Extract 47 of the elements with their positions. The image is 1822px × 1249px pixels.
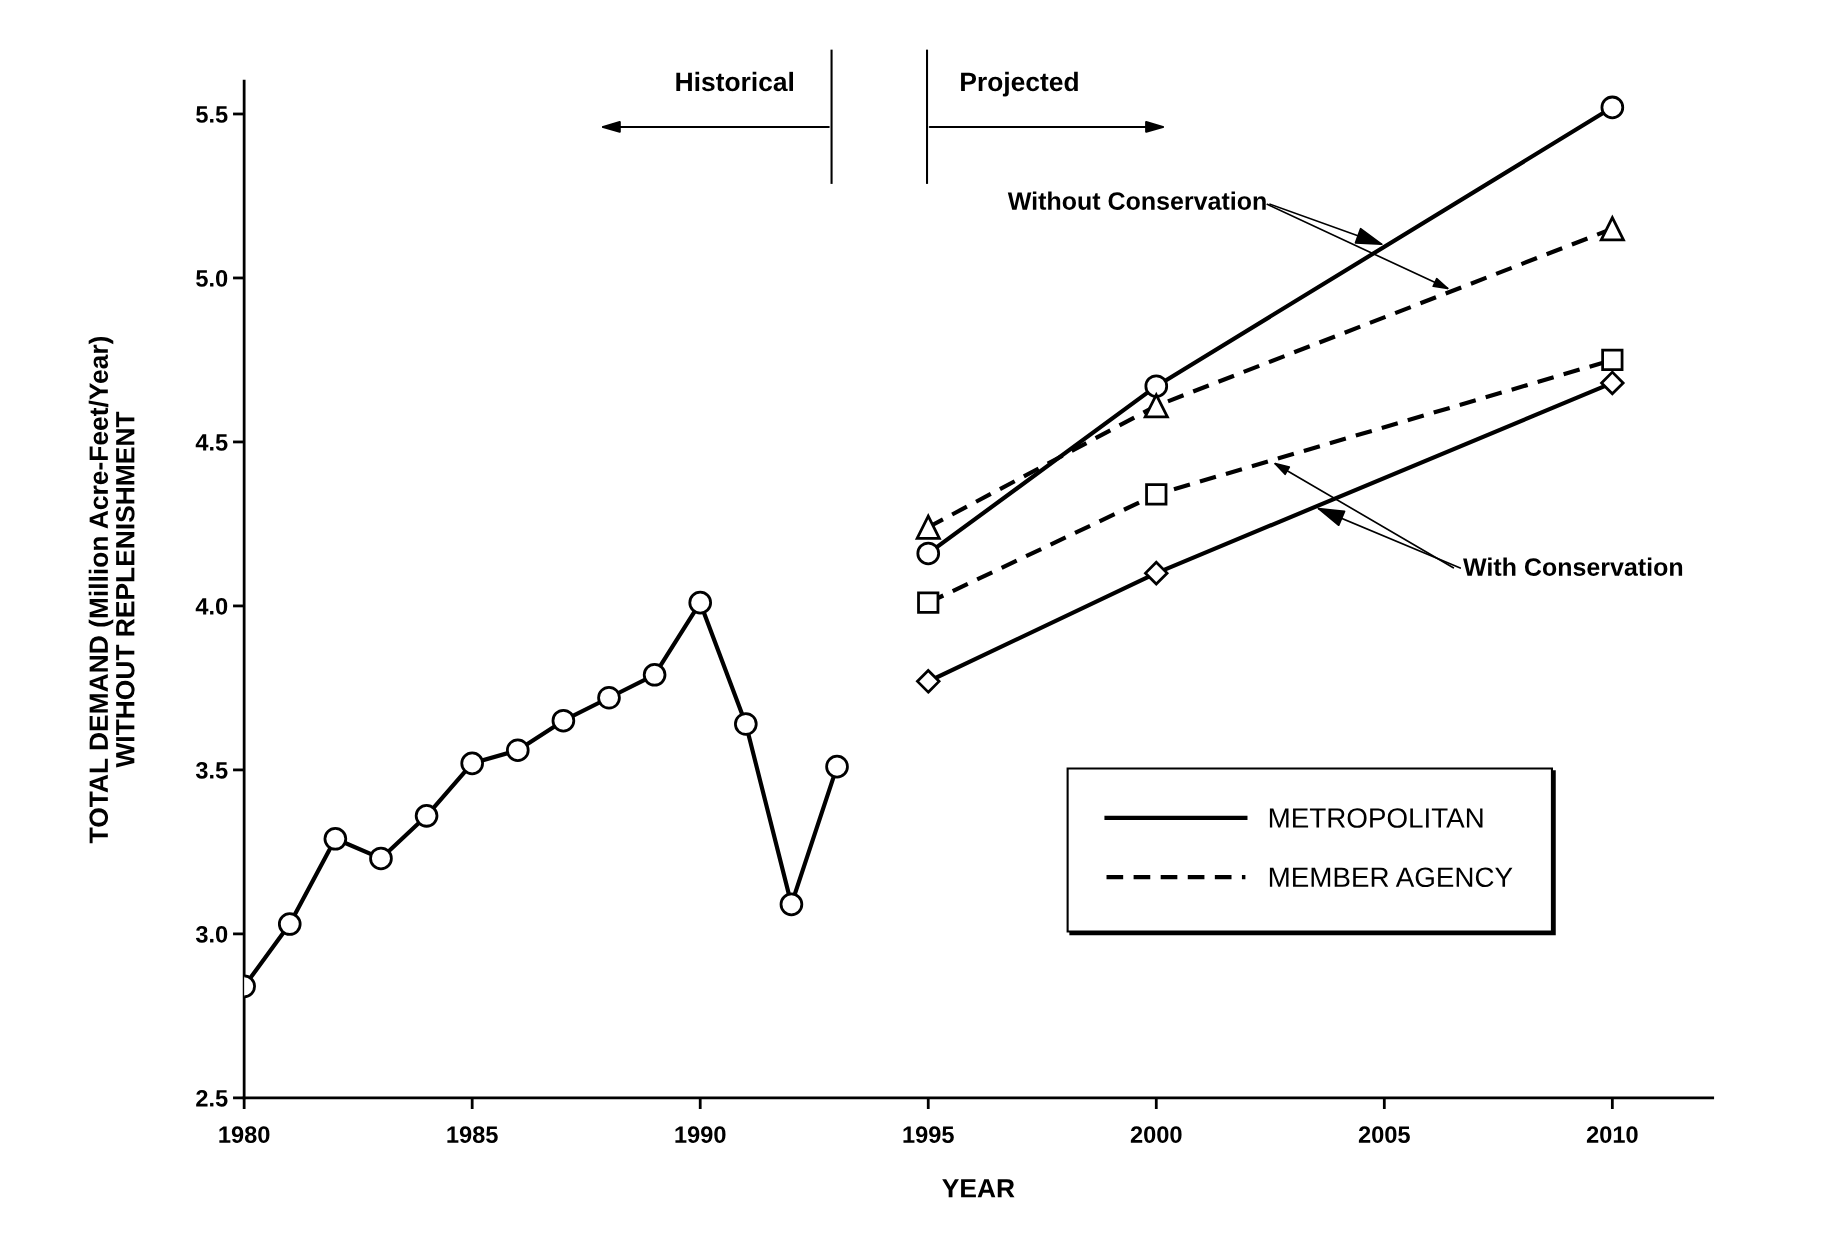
point xyxy=(369,846,393,871)
x-tick-label: 2010 xyxy=(1586,1126,1638,1143)
x-axis-title: YEAR xyxy=(942,1179,1015,1198)
point xyxy=(597,685,621,710)
y-tick-label: 4.5 xyxy=(195,434,228,451)
y-tick-label: 3.0 xyxy=(195,925,228,943)
x-tick-label: 2000 xyxy=(1130,1126,1182,1143)
point xyxy=(414,804,439,828)
x-tick-label: 1990 xyxy=(675,1126,726,1143)
annotation: Without Conservation xyxy=(1007,191,1266,210)
point xyxy=(916,541,941,566)
point xyxy=(1144,560,1169,586)
x-tick-label: 1995 xyxy=(903,1126,954,1143)
point xyxy=(642,662,667,687)
point xyxy=(1600,95,1625,120)
point xyxy=(1143,393,1169,419)
point xyxy=(1601,348,1624,372)
point xyxy=(551,708,576,733)
y-tick-label: 4.0 xyxy=(195,597,228,615)
point xyxy=(1599,216,1625,242)
point xyxy=(688,590,713,615)
y-axis-title: TOTAL DEMAND (Million Acre-Feet/Year) WITHOUT REPLENISHMENT xyxy=(88,336,135,844)
point xyxy=(1600,370,1625,396)
legend-label: MEMBER AGENCY xyxy=(1269,867,1513,888)
point xyxy=(323,826,348,851)
annotation: Projected xyxy=(961,71,1078,97)
y-tick-label: 5.5 xyxy=(196,106,228,123)
x-tick-label: 1980 xyxy=(219,1126,270,1143)
point xyxy=(915,514,941,540)
point xyxy=(734,712,758,736)
legend-label: METROPOLITAN xyxy=(1269,808,1483,828)
y-tick-label: 5.0 xyxy=(196,270,228,287)
point xyxy=(277,912,302,936)
x-tick-label: 2005 xyxy=(1358,1126,1410,1143)
x-tick-label: 1985 xyxy=(447,1126,498,1143)
point xyxy=(779,892,804,917)
point xyxy=(917,591,940,614)
point xyxy=(460,751,484,776)
annotation: Historical xyxy=(676,71,793,92)
y-tick-label: 2.5 xyxy=(196,1089,228,1107)
point xyxy=(1144,374,1169,398)
point xyxy=(825,754,849,779)
point xyxy=(505,738,530,763)
y-tick-label: 3.5 xyxy=(195,761,228,779)
point xyxy=(1145,483,1168,506)
point xyxy=(916,669,941,694)
annotation: With Conservation xyxy=(1463,557,1683,576)
